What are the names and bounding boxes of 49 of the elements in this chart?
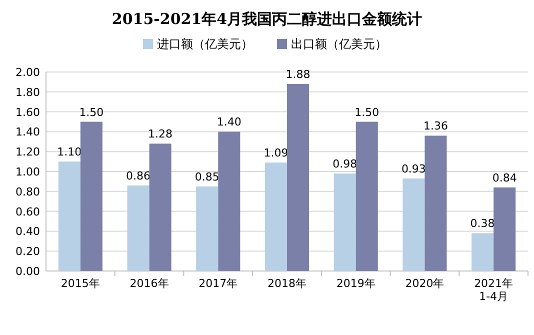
data-label: 1.50 [79,106,104,119]
y-tick-label: 1.20 [16,146,40,159]
y-tick-label: 2.00 [16,66,40,79]
bar [402,178,425,271]
bar [127,185,150,271]
bar [149,144,172,271]
y-tick-label: 1.80 [16,86,40,99]
x-tick-label: 2020年 [405,277,444,290]
bar [264,162,287,271]
y-tick-label: 0.80 [16,185,40,198]
data-label: 0.38 [470,217,495,230]
data-label: 1.09 [264,146,288,160]
bar [80,122,102,271]
bar [196,186,218,271]
bar [424,136,447,271]
y-tick-label: 0.20 [16,245,40,258]
y-tick-label: 1.00 [16,166,40,178]
y-tick-label: 1.60 [16,106,40,119]
y-tick-label: 0.40 [16,225,40,238]
data-label: 0.86 [126,169,151,182]
x-tick-label: 2019年 [336,277,376,290]
data-label: 1.10 [57,146,82,159]
x-tick-label: 2017年 [198,277,238,290]
data-label: 1.88 [286,68,310,81]
data-label: 0.98 [332,157,358,170]
y-tick-label: 1.40 [16,126,40,139]
bar [334,173,356,271]
legend-label: 出口额（亿美元） [291,37,387,51]
data-label: 0.85 [194,170,220,184]
x-tick-label: 2016年 [130,277,169,290]
data-label: 1.40 [216,116,242,129]
bar [472,233,494,271]
bar [58,162,80,271]
data-label: 1.36 [423,120,448,133]
x-tick-label: 2018年 [268,277,306,290]
bar [356,122,378,271]
data-label: 1.50 [354,106,380,119]
chart-title: 2015-2021年4月我国丙二醇进出口金额统计 [112,10,422,28]
legend-label: 进口额（亿美元） [157,37,253,51]
data-label: 0.84 [492,171,517,184]
x-tick-label: 2021年 1-4月 [474,277,514,303]
data-label: 0.93 [401,162,426,176]
y-tick-label: 0.60 [16,205,40,218]
x-tick-label: 2015年 [60,277,100,290]
bar [494,187,516,271]
bar [218,132,240,271]
bar [287,84,310,271]
y-tick-label: 0.00 [16,265,40,278]
data-label: 1.28 [148,128,173,141]
